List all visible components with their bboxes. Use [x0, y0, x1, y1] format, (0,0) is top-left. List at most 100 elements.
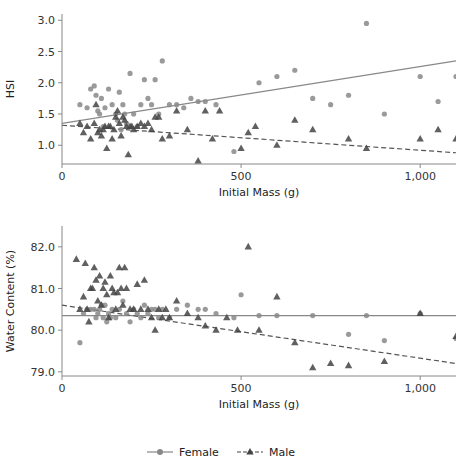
point — [234, 326, 241, 333]
point — [245, 129, 252, 136]
x-axis-line — [62, 376, 456, 377]
point — [202, 107, 209, 114]
point — [144, 305, 151, 312]
point — [173, 297, 180, 304]
point — [89, 285, 96, 292]
point — [121, 116, 128, 123]
point — [345, 362, 352, 369]
point — [110, 102, 115, 107]
point — [434, 126, 441, 133]
y-axis-line — [62, 14, 63, 164]
point — [85, 318, 92, 325]
point — [216, 107, 223, 114]
point — [121, 264, 128, 271]
point — [196, 99, 201, 104]
x-tick — [241, 376, 242, 380]
y-tick — [58, 20, 62, 21]
point — [148, 314, 155, 321]
point — [194, 157, 201, 164]
point — [77, 102, 82, 107]
y-tick — [58, 82, 62, 83]
point — [166, 132, 173, 139]
point — [141, 276, 148, 283]
point — [117, 90, 122, 95]
x-tick-label: 500 — [231, 382, 252, 395]
plot-area — [62, 243, 456, 370]
point — [346, 93, 351, 98]
point — [101, 315, 106, 320]
point — [452, 135, 456, 142]
point — [160, 58, 165, 63]
point — [97, 111, 102, 116]
point — [274, 313, 279, 318]
y-tick — [58, 288, 62, 289]
point — [452, 332, 456, 339]
y-tick — [58, 371, 62, 372]
point — [203, 99, 208, 104]
point — [274, 74, 279, 79]
y-tick-label: 81.0 — [31, 283, 56, 296]
point — [144, 119, 151, 126]
trend-line — [62, 305, 456, 363]
point — [381, 357, 388, 364]
point — [131, 111, 136, 116]
y-tick — [58, 246, 62, 247]
point — [159, 135, 166, 142]
point — [382, 111, 387, 116]
point — [119, 301, 126, 308]
y-tick — [58, 51, 62, 52]
point — [245, 243, 252, 250]
point — [77, 340, 82, 345]
point — [256, 80, 261, 85]
point — [162, 305, 169, 312]
point — [196, 307, 201, 312]
point — [106, 86, 111, 91]
point — [110, 126, 117, 133]
point — [223, 314, 230, 321]
point — [117, 132, 124, 139]
y-axis-label: HSI — [4, 80, 17, 99]
point — [127, 319, 132, 324]
point — [80, 129, 87, 136]
y-tick-label: 1.5 — [38, 108, 56, 121]
panel: 79.080.081.082.005001,000Initial Mass (g… — [4, 226, 460, 411]
legend-swatch-marker — [246, 448, 253, 455]
point — [151, 326, 158, 333]
point — [92, 101, 99, 108]
point — [99, 285, 106, 292]
point — [142, 77, 147, 82]
point — [87, 135, 94, 142]
y-tick — [58, 330, 62, 331]
point — [166, 314, 173, 321]
y-tick — [58, 114, 62, 115]
plot-area — [62, 21, 456, 164]
point — [188, 96, 193, 101]
x-axis-line — [62, 164, 456, 165]
point — [416, 310, 423, 317]
point — [112, 113, 119, 120]
point — [96, 272, 103, 279]
point — [134, 280, 141, 287]
point — [92, 307, 97, 312]
point — [103, 144, 110, 151]
y-axis-label: Water Content (%) — [4, 250, 17, 352]
x-tick — [420, 164, 421, 168]
point — [149, 102, 154, 107]
point — [181, 105, 186, 110]
point — [416, 135, 423, 142]
x-tick-label: 0 — [59, 170, 66, 183]
point — [310, 96, 315, 101]
point — [252, 123, 259, 130]
point — [103, 291, 110, 298]
point — [94, 297, 101, 304]
point — [184, 310, 191, 317]
point — [255, 326, 262, 333]
point — [291, 116, 298, 123]
point — [231, 149, 236, 154]
point — [346, 332, 351, 337]
point — [363, 144, 370, 151]
point — [292, 68, 297, 73]
point — [145, 96, 150, 101]
point — [174, 102, 179, 107]
point — [101, 278, 108, 285]
